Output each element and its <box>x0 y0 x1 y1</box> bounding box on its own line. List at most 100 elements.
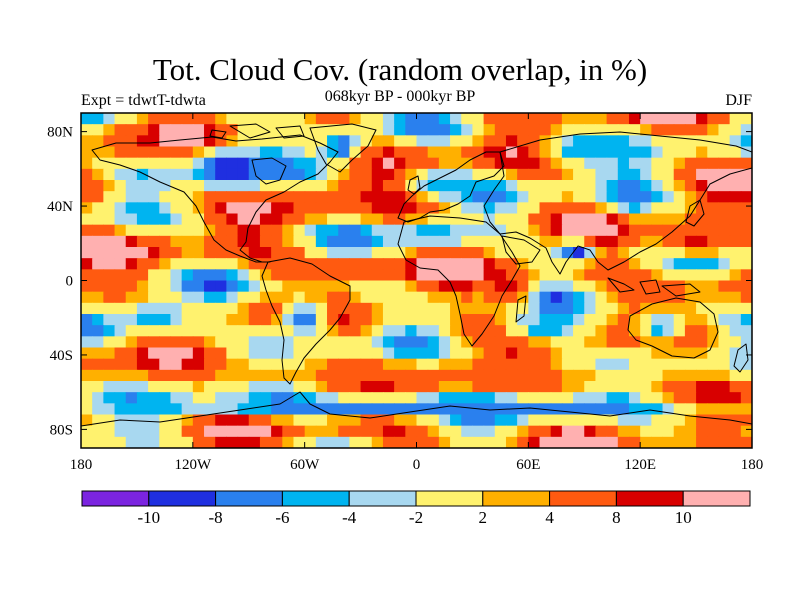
field-cell <box>125 202 138 215</box>
field-cell <box>81 224 93 237</box>
field-cell <box>595 191 608 203</box>
field-cell <box>293 302 306 315</box>
field-cell <box>360 180 373 192</box>
field-cell <box>282 146 295 159</box>
field-cell <box>472 202 485 215</box>
field-cell <box>371 247 384 259</box>
field-cell <box>271 247 283 259</box>
field-cell <box>215 314 227 326</box>
field-cell <box>729 180 742 192</box>
field-cell <box>606 168 619 181</box>
field-cell <box>707 436 720 448</box>
field-cell <box>192 135 205 148</box>
field-cell <box>707 113 720 125</box>
field-cell <box>181 302 194 315</box>
field-cell <box>505 358 518 371</box>
field-cell <box>271 436 283 448</box>
field-cell <box>461 414 474 427</box>
field-cell <box>81 392 93 404</box>
field-cell <box>237 358 250 371</box>
field-cell <box>271 403 283 416</box>
field-cell <box>315 213 328 226</box>
field-cell <box>494 113 507 125</box>
field-cell <box>684 302 697 315</box>
field-cell <box>170 247 183 259</box>
field-cell <box>237 135 250 148</box>
field-cell <box>282 425 295 438</box>
field-cell <box>226 436 239 448</box>
field-cell <box>539 291 552 304</box>
field-cell <box>740 369 752 382</box>
field-cell <box>539 302 552 315</box>
field-cell <box>293 414 306 427</box>
field-cell <box>349 180 362 192</box>
field-cell <box>450 436 462 448</box>
field-cell <box>259 302 272 315</box>
field-cell <box>371 358 384 371</box>
field-cell <box>606 180 619 192</box>
field-cell <box>617 124 630 136</box>
field-cell <box>394 157 406 170</box>
field-cell <box>450 358 462 371</box>
field-cell <box>505 124 518 136</box>
field-cell <box>584 224 597 237</box>
field-cell <box>651 202 664 215</box>
field-cell <box>517 168 529 181</box>
field-cell <box>606 325 619 337</box>
field-cell <box>293 403 306 416</box>
field-cell <box>696 146 708 159</box>
field-cell <box>416 302 429 315</box>
field-cell <box>573 168 585 181</box>
field-cell <box>696 369 708 382</box>
field-cell <box>181 224 194 237</box>
field-cell <box>595 336 608 349</box>
field-cell <box>416 213 429 226</box>
field-cell <box>259 358 272 371</box>
field-cell <box>595 168 608 181</box>
field-cell <box>438 403 451 416</box>
field-cell <box>271 269 283 282</box>
field-cell <box>215 247 227 259</box>
field-cell <box>148 258 160 270</box>
field-cell <box>237 369 250 382</box>
field-cell <box>438 314 451 326</box>
field-cell <box>450 247 462 259</box>
field-cell <box>360 392 373 404</box>
field-cell <box>684 191 697 203</box>
field-cell <box>248 347 261 360</box>
field-cell <box>192 269 205 282</box>
colorbar-label: -6 <box>275 508 289 527</box>
field-cell <box>662 157 675 170</box>
field-cell <box>550 224 563 237</box>
field-cell <box>192 403 205 416</box>
field-cell <box>573 157 585 170</box>
field-cell <box>181 336 194 349</box>
field-cell <box>573 224 585 237</box>
field-cell <box>226 124 239 136</box>
cloud-cover-field <box>81 113 752 448</box>
field-cell <box>92 314 104 326</box>
field-cell <box>684 269 697 282</box>
field-cell <box>237 235 250 248</box>
field-cell <box>729 280 742 293</box>
field-cell <box>81 336 93 349</box>
field-cell <box>427 414 440 427</box>
field-cell <box>427 224 440 237</box>
field-cell <box>170 381 183 393</box>
field-cell <box>394 113 406 125</box>
field-cell <box>528 280 541 293</box>
field-cell <box>103 425 116 438</box>
field-cell <box>204 403 216 416</box>
season-label: DJF <box>725 92 752 109</box>
field-cell <box>718 291 731 304</box>
field-cell <box>170 269 183 282</box>
field-cell <box>315 269 328 282</box>
field-cell <box>617 302 630 315</box>
field-cell <box>483 202 496 215</box>
field-cell <box>684 425 697 438</box>
field-cell <box>92 146 104 159</box>
field-cell <box>170 403 183 416</box>
field-cell <box>192 213 205 226</box>
field-cell <box>136 113 149 125</box>
field-cell <box>136 347 149 360</box>
